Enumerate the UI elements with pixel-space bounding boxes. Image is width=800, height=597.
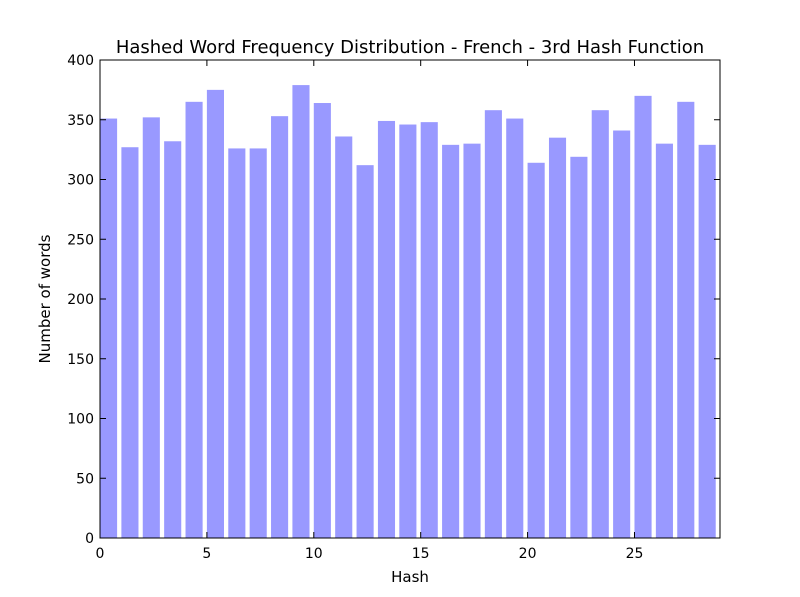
y-tick-label: 150 <box>67 352 94 368</box>
bar-27 <box>677 101 695 538</box>
x-tick-label: 20 <box>519 546 537 562</box>
bar-16 <box>442 144 460 538</box>
bar-19 <box>506 118 524 539</box>
bar-11 <box>335 136 353 539</box>
x-tick-label: 10 <box>305 546 323 562</box>
x-tick-label: 15 <box>412 546 430 562</box>
y-tick-label: 50 <box>76 471 94 487</box>
bar-14 <box>399 124 417 538</box>
bar-17 <box>463 143 481 538</box>
bar-15 <box>420 122 438 538</box>
bar-1 <box>121 147 139 539</box>
bar-2 <box>142 117 160 539</box>
bar-22 <box>570 156 588 539</box>
x-tick-label: 0 <box>96 546 105 562</box>
bar-18 <box>484 110 502 538</box>
x-tick-label: 25 <box>626 546 644 562</box>
bar-0 <box>100 118 118 539</box>
bar-21 <box>548 137 567 539</box>
x-tick-label: 5 <box>202 546 211 562</box>
bar-4 <box>185 101 203 538</box>
y-tick-label: 400 <box>67 53 94 69</box>
bar-8 <box>271 116 289 538</box>
y-tick-label: 300 <box>67 173 94 189</box>
y-axis-label: Number of words <box>36 234 54 363</box>
bar-12 <box>356 165 374 538</box>
x-axis-label: Hash <box>391 568 429 586</box>
y-tick-label: 250 <box>67 232 94 248</box>
bar-6 <box>228 148 246 538</box>
bar-9 <box>292 85 310 538</box>
bar-25 <box>634 95 652 538</box>
bars-group <box>100 85 716 539</box>
x-axis: 0 5 10 15 20 25 <box>96 60 644 562</box>
y-tick-label: 200 <box>67 292 94 308</box>
bar-10 <box>313 103 331 539</box>
bar-28 <box>698 144 716 538</box>
y-axis: 0 50 100 150 200 250 300 350 400 <box>67 53 720 547</box>
bar-3 <box>164 141 182 538</box>
chart-title: Hashed Word Frequency Distribution - Fre… <box>116 37 704 58</box>
bar-23 <box>591 110 609 538</box>
bar-5 <box>206 89 224 538</box>
bar-24 <box>613 130 631 538</box>
bar-26 <box>655 143 673 538</box>
bar-13 <box>377 120 396 538</box>
bar-20 <box>527 162 545 538</box>
y-tick-label: 0 <box>85 531 94 547</box>
y-tick-label: 100 <box>67 412 94 428</box>
bar-7 <box>249 148 267 538</box>
y-tick-label: 350 <box>67 113 94 129</box>
